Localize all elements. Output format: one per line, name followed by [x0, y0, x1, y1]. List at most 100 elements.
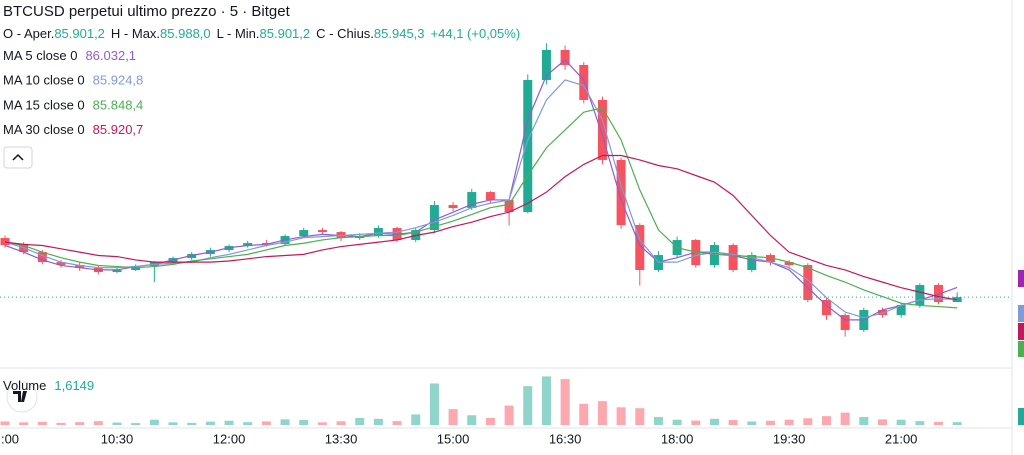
volume-bar [467, 415, 477, 425]
change-value: +44,1 (+0,05%) [431, 26, 521, 41]
legend-label: MA 15 close 0 [3, 98, 85, 113]
ma-legend-item: MA 30 close 0 85.920,7 [3, 123, 143, 138]
volume-bar [112, 422, 122, 425]
axis-tag [1018, 305, 1024, 322]
ohlc-legend: O - Aper.85.901,2 H - Max.85.988,0 L - Min… [3, 26, 520, 41]
legend-label: MA 5 close 0 [3, 48, 77, 63]
ma-line [4, 107, 958, 309]
ohlc-value: 85.901,2 [260, 26, 311, 41]
ma-legend: MA 5 close 0 86.032,1 MA 10 close 0 85.924,… [3, 48, 143, 137]
legend-value: 85.848,4 [93, 98, 144, 113]
candle-body [896, 305, 906, 316]
volume-bar [261, 421, 271, 425]
x-tick-label: 12:00 [213, 431, 246, 446]
volume-bar [37, 421, 47, 425]
volume-bar [205, 421, 215, 425]
volume-bar [131, 423, 141, 425]
ma-legend-item: MA 10 close 0 85.924,8 [3, 73, 143, 88]
x-tick-label: 13:30 [325, 431, 358, 446]
volume-bar [952, 422, 962, 425]
candle-body [840, 315, 850, 331]
volume-bar [75, 422, 85, 425]
candle-body [523, 79, 533, 213]
candle-body [877, 310, 887, 316]
volume-bar [411, 414, 421, 425]
volume-bar [803, 418, 813, 425]
volume-bar [0, 421, 10, 425]
x-tick-label: 19:30 [773, 431, 806, 446]
candle-body [243, 243, 253, 247]
volume-bar [392, 421, 402, 425]
plot-area [0, 43, 1012, 425]
volume-bar [560, 379, 570, 425]
volume-legend: Volume 1,6149 [3, 378, 94, 393]
candle-body [747, 255, 757, 271]
ma-legend-item: MA 15 close 0 85.848,4 [3, 98, 143, 113]
legend-label: Volume [3, 378, 46, 393]
candle-body [765, 255, 775, 263]
candle-body [0, 238, 10, 246]
candle-body [485, 192, 495, 201]
candle-body [467, 192, 477, 209]
ohlc-value: 85.945,3 [374, 26, 425, 41]
volume-bar [93, 421, 103, 425]
volume-bar [56, 422, 66, 425]
candle-body [112, 270, 122, 273]
legend-label: MA 30 close 0 [3, 123, 85, 138]
candle-body [579, 64, 589, 100]
x-tick-label: 18:00 [661, 431, 694, 446]
ma-legend-item: MA 5 close 0 86.032,1 [3, 48, 136, 63]
volume-bar [485, 417, 495, 425]
volume-bar [429, 383, 439, 425]
chevron-icon [12, 153, 24, 161]
legend-value: 85.920,7 [93, 123, 144, 138]
volume-bar [709, 418, 719, 425]
volume-bar [784, 419, 794, 425]
candle-body [934, 285, 943, 303]
candle-body [56, 262, 66, 266]
candle-body [299, 230, 309, 237]
candle-body [373, 228, 383, 237]
candle-body [709, 245, 719, 266]
logo-mark [13, 391, 27, 402]
volume-bar [672, 419, 682, 425]
ohlc-value: 85.901,2 [54, 26, 105, 41]
volume-bar [168, 422, 178, 425]
ohlc-value: 85.988,0 [160, 26, 211, 41]
axis-tag [1018, 408, 1024, 425]
volume-bar [821, 416, 831, 425]
volume-bar [317, 422, 327, 425]
button-frame[interactable] [3, 146, 33, 169]
candle-body [261, 243, 271, 245]
volume-bar [840, 412, 850, 425]
volume-bar [541, 376, 551, 425]
ma-line [4, 154, 958, 301]
axis-tag [1018, 323, 1024, 340]
candle-body [597, 99, 607, 160]
volume-bar [149, 419, 159, 425]
ohlc-label: C - Chius. [316, 26, 374, 41]
volume-bar [728, 420, 738, 425]
candle-body [560, 49, 570, 65]
chart-title: BTCUSD perpetui ultimo prezzo · 5 · Bitg… [3, 3, 291, 20]
volume-bar [19, 422, 29, 425]
x-tick-label: 15:00 [437, 431, 470, 446]
collapse-button[interactable] [3, 146, 33, 169]
volume-bar [597, 401, 607, 425]
legend-label: MA 10 close 0 [3, 73, 85, 88]
volume-bar [355, 417, 365, 425]
axis-tag [1018, 270, 1024, 287]
tv-logo[interactable] [6, 381, 38, 413]
candle-body [37, 252, 47, 263]
candle-body [915, 285, 925, 306]
volume-bar [336, 421, 346, 425]
volume-bar [243, 422, 253, 425]
candle-body [448, 205, 458, 209]
volume-bar [635, 408, 645, 425]
volume-bar [915, 421, 925, 425]
ma-line [4, 79, 958, 319]
volume-bar [504, 405, 514, 425]
ohlc-label: O - Aper. [3, 26, 54, 41]
